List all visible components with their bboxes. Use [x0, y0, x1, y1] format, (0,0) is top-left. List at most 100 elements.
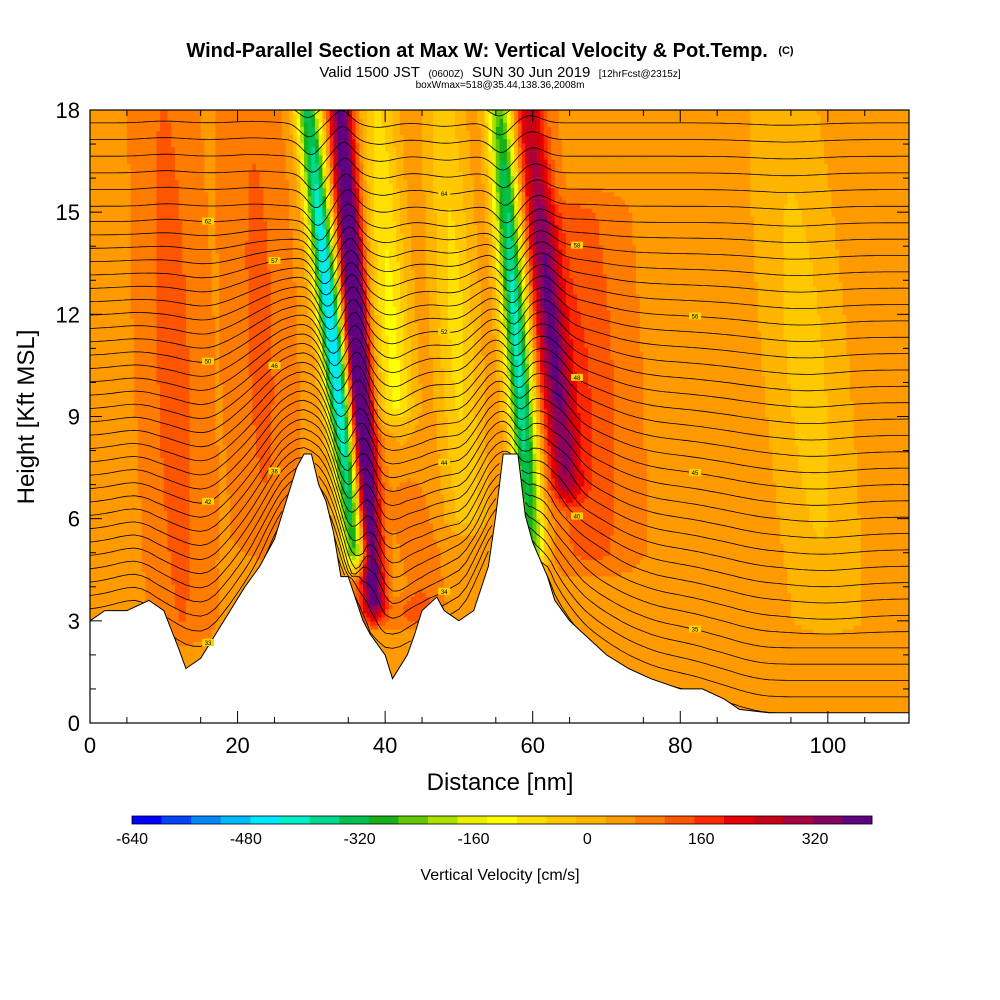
velocity-cell	[182, 236, 187, 242]
velocity-cell	[115, 551, 121, 557]
velocity-cell	[160, 473, 165, 479]
velocity-cell	[171, 248, 176, 254]
velocity-cell	[149, 391, 154, 397]
velocity-cell	[93, 330, 98, 336]
velocity-cell	[93, 608, 98, 614]
velocity-cell	[93, 363, 98, 369]
velocity-cell	[104, 485, 110, 491]
velocity-cell	[222, 289, 228, 295]
velocity-cell	[163, 236, 169, 242]
velocity-cell	[196, 477, 202, 483]
velocity-cell	[104, 240, 110, 246]
velocity-cell	[204, 289, 209, 295]
velocity-cell	[204, 379, 209, 385]
velocity-cell	[178, 342, 183, 348]
velocity-cell	[167, 502, 172, 508]
velocity-cell	[119, 485, 124, 491]
velocity-cell	[108, 604, 113, 610]
velocity-cell	[208, 244, 213, 250]
velocity-cell	[219, 592, 224, 597]
velocity-cell	[178, 387, 183, 393]
velocity-cell	[185, 383, 191, 389]
velocity-cell	[171, 584, 176, 589]
velocity-cell	[149, 150, 154, 156]
velocity-cell	[196, 461, 202, 467]
velocity-cell	[90, 518, 95, 524]
velocity-cell	[156, 391, 161, 397]
velocity-cell	[215, 530, 220, 536]
velocity-cell	[126, 391, 132, 397]
velocity-cell	[134, 588, 139, 593]
velocity-cell	[189, 261, 194, 266]
velocity-cell	[152, 563, 158, 569]
velocity-cell	[145, 555, 150, 561]
velocity-cell	[171, 629, 176, 634]
velocity-cell	[196, 449, 202, 454]
velocity-cell	[211, 563, 217, 569]
velocity-cell	[200, 555, 205, 561]
velocity-cell	[174, 391, 180, 397]
velocity-cell	[200, 118, 205, 123]
velocity-cell	[219, 248, 224, 254]
velocity-cell	[226, 543, 231, 548]
velocity-cell	[93, 142, 98, 148]
velocity-cell	[123, 232, 128, 238]
velocity-cell	[134, 330, 139, 336]
velocity-cell	[126, 179, 132, 185]
velocity-cell	[208, 371, 213, 377]
velocity-cell	[200, 620, 205, 626]
velocity-cell	[189, 543, 194, 548]
velocity-cell	[178, 175, 183, 181]
velocity-cell	[101, 248, 106, 254]
velocity-cell	[196, 191, 202, 197]
velocity-cell	[208, 142, 213, 148]
velocity-cell	[115, 338, 121, 344]
velocity-cell	[104, 391, 110, 397]
velocity-cell	[178, 261, 183, 266]
velocity-cell	[185, 535, 191, 540]
velocity-cell	[137, 265, 143, 270]
velocity-cell	[119, 498, 124, 503]
velocity-cell	[101, 159, 106, 164]
velocity-cell	[182, 208, 187, 213]
velocity-cell	[112, 330, 117, 336]
velocity-cell	[182, 383, 187, 389]
velocity-cell	[101, 383, 106, 389]
velocity-cell	[163, 469, 169, 475]
velocity-cell	[171, 322, 176, 328]
velocity-cell	[123, 535, 128, 540]
velocity-cell	[137, 216, 143, 221]
velocity-cell	[137, 445, 143, 450]
velocity-cell	[101, 588, 106, 593]
velocity-cell	[90, 563, 95, 569]
velocity-cell	[171, 265, 176, 270]
velocity-cell	[137, 130, 143, 136]
velocity-cell	[193, 351, 198, 356]
velocity-cell	[141, 408, 146, 414]
velocity-cell	[130, 277, 135, 283]
velocity-cell	[222, 138, 228, 144]
velocity-cell	[149, 588, 154, 593]
velocity-cell	[174, 551, 180, 557]
velocity-cell	[90, 575, 95, 581]
velocity-cell	[174, 608, 180, 614]
velocity-cell	[145, 457, 150, 463]
velocity-cell	[219, 126, 224, 132]
velocity-cell	[149, 436, 154, 442]
velocity-cell	[182, 326, 187, 332]
velocity-cell	[226, 436, 231, 442]
velocity-cell	[160, 322, 165, 328]
velocity-cell	[226, 179, 231, 185]
velocity-cell	[97, 322, 102, 328]
velocity-cell	[112, 490, 117, 495]
velocity-cell	[211, 416, 217, 422]
velocity-cell	[115, 240, 121, 246]
velocity-cell	[141, 220, 146, 226]
velocity-cell	[156, 457, 161, 463]
velocity-cell	[108, 420, 113, 426]
velocity-cell	[215, 518, 220, 524]
velocity-cell	[156, 175, 161, 181]
velocity-cell	[193, 490, 198, 495]
velocity-cell	[219, 596, 224, 601]
velocity-cell	[182, 510, 187, 516]
